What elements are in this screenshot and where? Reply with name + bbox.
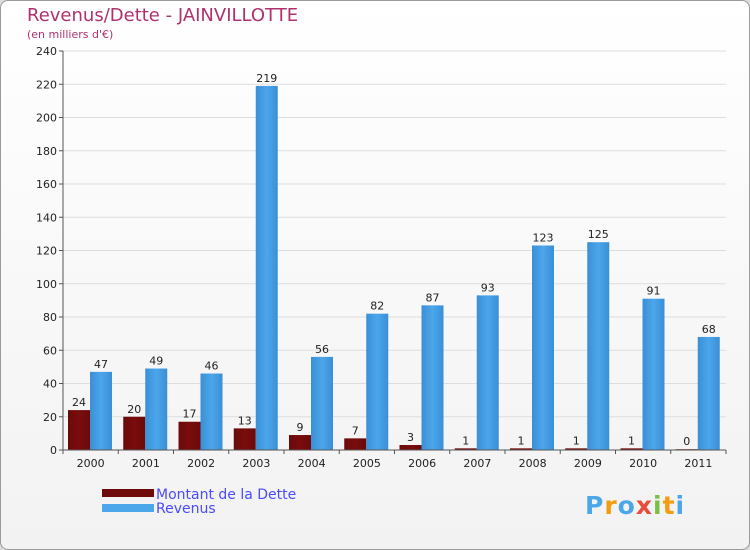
bar-dette bbox=[178, 421, 201, 450]
y-axis: 0 20 40 60 80 100 120 140 160 180 200 220 240 bbox=[36, 45, 64, 457]
data-label: 56 bbox=[315, 343, 329, 356]
bar-revenus bbox=[90, 371, 112, 450]
bar-dette bbox=[233, 428, 256, 450]
x-tick-label: 2001 bbox=[132, 457, 160, 470]
bar-dette bbox=[454, 448, 477, 450]
bar-revenus bbox=[642, 298, 665, 450]
y-tick-label: 180 bbox=[36, 145, 57, 158]
bar-revenus bbox=[421, 305, 444, 450]
logo-letter: r bbox=[604, 491, 618, 520]
x-tick-label: 2000 bbox=[77, 457, 105, 470]
proxiti-logo: Proxiti bbox=[585, 491, 685, 520]
data-label: 91 bbox=[647, 285, 661, 298]
x-tick-label: 2002 bbox=[187, 457, 215, 470]
y-tick-label: 200 bbox=[36, 112, 57, 125]
data-label: 123 bbox=[533, 232, 554, 245]
data-label: 1 bbox=[462, 434, 469, 447]
data-label: 3 bbox=[407, 431, 414, 444]
bar-revenus bbox=[587, 242, 610, 450]
chart-subtitle: (en milliers d'€) bbox=[27, 28, 114, 41]
y-tick-label: 240 bbox=[36, 45, 57, 58]
data-label: 87 bbox=[426, 291, 440, 304]
data-label: 125 bbox=[588, 228, 609, 241]
chart-title: Revenus/Dette - JAINVILLOTTE bbox=[27, 5, 299, 26]
bars: 24 47 20 49 17 46 13 219 9 56 7 82 3 87 1 93 1 123 1 125 1 91… bbox=[68, 72, 720, 450]
bar-dette bbox=[399, 445, 422, 450]
data-label: 68 bbox=[702, 323, 716, 336]
logo-letter: x bbox=[635, 491, 653, 520]
x-tick-label: 2005 bbox=[353, 457, 381, 470]
logo-letter: o bbox=[617, 491, 636, 520]
bar-dette bbox=[289, 435, 311, 450]
x-tick-label: 2008 bbox=[519, 457, 547, 470]
bar-dette bbox=[123, 416, 146, 450]
x-tick-label: 2011 bbox=[684, 457, 712, 470]
bar-dette bbox=[565, 448, 588, 450]
logo-letter: t bbox=[662, 491, 676, 520]
y-tick-label: 120 bbox=[36, 245, 57, 258]
y-tick-label: 80 bbox=[43, 311, 57, 324]
bar-dette bbox=[510, 448, 532, 450]
y-tick-label: 160 bbox=[36, 178, 57, 191]
bar-revenus bbox=[366, 313, 389, 450]
bar-revenus bbox=[311, 356, 333, 450]
data-label: 219 bbox=[256, 72, 277, 85]
logo-letter: i bbox=[653, 491, 663, 520]
bar-revenus bbox=[200, 373, 223, 450]
data-label: 82 bbox=[370, 300, 384, 313]
bar-dette bbox=[620, 448, 643, 450]
data-label: 9 bbox=[297, 421, 304, 434]
x-tick-label: 2007 bbox=[463, 457, 491, 470]
y-tick-label: 220 bbox=[36, 78, 57, 91]
bar-revenus bbox=[532, 245, 554, 450]
legend-swatch-dette bbox=[102, 489, 154, 497]
x-tick-label: 2003 bbox=[242, 457, 270, 470]
data-label: 20 bbox=[127, 403, 141, 416]
data-label: 1 bbox=[573, 434, 580, 447]
y-tick-label: 40 bbox=[43, 378, 57, 391]
grid-lines bbox=[63, 50, 726, 451]
data-label: 13 bbox=[238, 414, 252, 427]
data-label: 0 bbox=[683, 435, 690, 448]
data-label: 1 bbox=[518, 434, 525, 447]
y-tick-label: 60 bbox=[43, 344, 57, 357]
bar-revenus bbox=[697, 336, 720, 450]
x-tick-label: 2006 bbox=[408, 457, 436, 470]
y-tick-label: 140 bbox=[36, 211, 57, 224]
y-tick-label: 100 bbox=[36, 278, 57, 291]
bar-revenus bbox=[476, 295, 499, 450]
x-tick-label: 2010 bbox=[629, 457, 657, 470]
data-label: 7 bbox=[352, 424, 359, 437]
bar-dette bbox=[68, 410, 90, 450]
legend-swatch-revenus bbox=[102, 504, 154, 512]
x-tick-label: 2009 bbox=[574, 457, 602, 470]
bar-revenus bbox=[255, 85, 278, 450]
x-tick-label: 2004 bbox=[298, 457, 326, 470]
logo-letter: P bbox=[585, 491, 605, 520]
data-label: 24 bbox=[72, 396, 86, 409]
data-label: 49 bbox=[149, 355, 163, 368]
y-tick-label: 20 bbox=[43, 411, 57, 424]
bar-revenus bbox=[145, 368, 168, 450]
bar-dette bbox=[344, 438, 367, 450]
data-label: 17 bbox=[183, 408, 197, 421]
data-label: 46 bbox=[205, 360, 219, 373]
data-label: 1 bbox=[628, 434, 635, 447]
legend-label-dette: Montant de la Dette bbox=[156, 487, 297, 503]
data-label: 93 bbox=[481, 281, 495, 294]
y-tick-label: 0 bbox=[50, 444, 57, 457]
data-label: 47 bbox=[94, 358, 108, 371]
legend-label-revenus: Revenus bbox=[156, 501, 216, 517]
x-axis: 2000 2001 2002 2003 2004 2005 2006 2007 2008 2009… bbox=[62, 449, 727, 470]
logo-letter: i bbox=[675, 491, 686, 520]
